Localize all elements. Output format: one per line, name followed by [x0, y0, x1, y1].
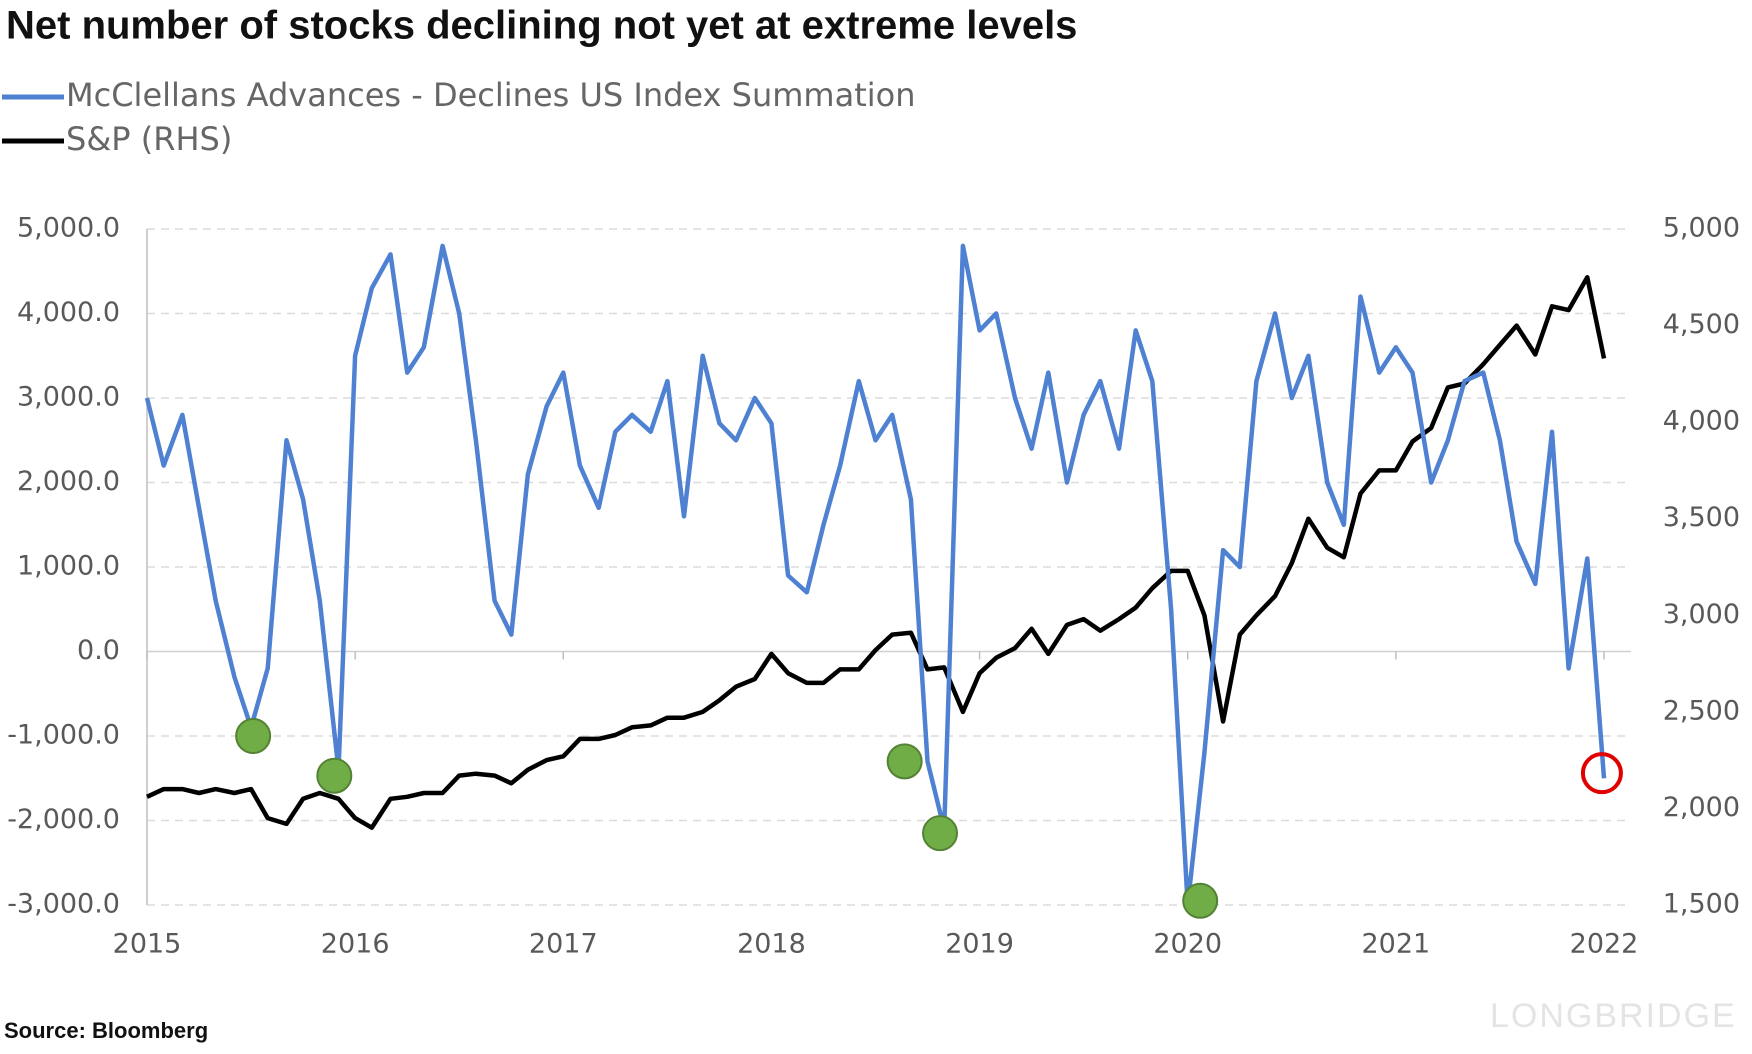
- y-tick-label: 0.0: [77, 635, 120, 666]
- x-tick-label: 2019: [945, 929, 1014, 960]
- y2-tick-label: 4,500: [1663, 309, 1740, 340]
- y2-tick-label: 2,000: [1663, 792, 1740, 823]
- highlight-circle: [1580, 752, 1623, 795]
- watermark: LONGBRIDGE: [1490, 997, 1737, 1035]
- x-tick-label: 2022: [1570, 929, 1639, 960]
- y2-tick-label: 2,500: [1663, 695, 1740, 726]
- y-tick-label: -2,000.0: [7, 804, 120, 835]
- y-tick-label: 4,000.0: [17, 297, 120, 328]
- chart-title: Net number of stocks declining not yet a…: [6, 4, 1077, 48]
- marker: [922, 815, 959, 852]
- y2-tick-label: 1,500: [1663, 889, 1740, 920]
- y2-tick-label: 4,000: [1663, 406, 1740, 437]
- y2-tick-label: 5,000: [1663, 213, 1740, 244]
- y-tick-label: 5,000.0: [17, 213, 120, 244]
- x-tick-label: 2021: [1361, 929, 1430, 960]
- x-tick-label: 2015: [113, 929, 182, 960]
- x-tick-label: 2016: [321, 929, 390, 960]
- series-line: [144, 243, 1607, 908]
- y-tick-label: 1,000.0: [17, 551, 120, 582]
- y-tick-label: 2,000.0: [17, 466, 120, 497]
- series-line: [146, 275, 1607, 830]
- source: Source: Bloomberg: [4, 1018, 208, 1043]
- marker: [235, 718, 272, 754]
- marker: [1182, 882, 1219, 919]
- marker: [316, 757, 353, 794]
- y2-tick-label: 3,000: [1663, 599, 1740, 630]
- x-tick-label: 2018: [737, 929, 806, 960]
- y-tick-label: -3,000.0: [7, 889, 120, 920]
- y-tick-label: 3,000.0: [17, 382, 120, 413]
- y-tick-label: -1,000.0: [7, 720, 120, 751]
- marker: [886, 743, 923, 780]
- y2-tick-label: 3,500: [1663, 502, 1740, 533]
- legend-label: McClellans Advances - Declines US Index …: [66, 76, 915, 114]
- legend-label: S&P (RHS): [66, 120, 232, 158]
- x-tick-label: 2020: [1153, 929, 1222, 960]
- x-tick-label: 2017: [529, 929, 598, 960]
